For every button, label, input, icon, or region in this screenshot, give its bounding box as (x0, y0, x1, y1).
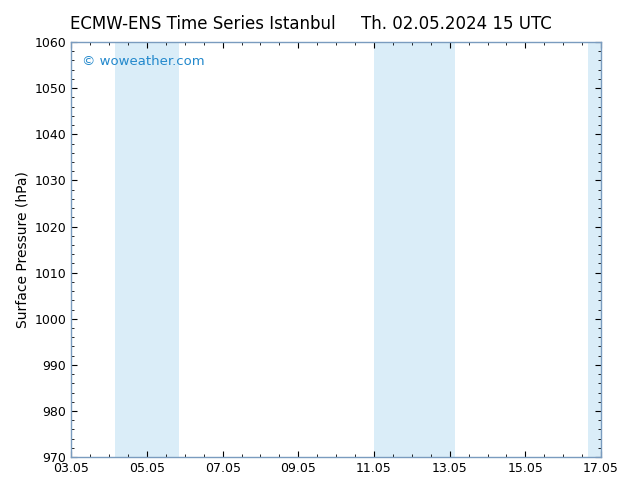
Bar (588, 42, 601, 457)
Text: ECMW-ENS Time Series Istanbul: ECMW-ENS Time Series Istanbul (70, 15, 335, 33)
Text: © woweather.com: © woweather.com (82, 54, 205, 68)
Y-axis label: Surface Pressure (hPa): Surface Pressure (hPa) (15, 171, 29, 328)
Bar (374, 42, 412, 457)
Bar (115, 42, 153, 457)
Bar (153, 42, 179, 457)
Text: Th. 02.05.2024 15 UTC: Th. 02.05.2024 15 UTC (361, 15, 552, 33)
Bar (412, 42, 455, 457)
